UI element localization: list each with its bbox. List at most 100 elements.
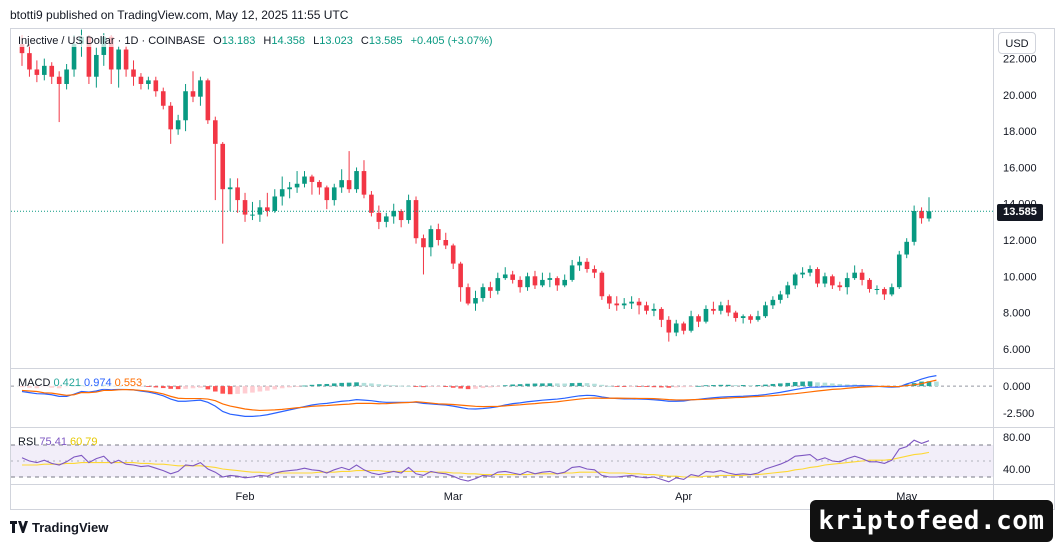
candle-body (569, 265, 575, 280)
candle-body (510, 274, 515, 280)
rsi-ma-line (22, 451, 930, 478)
candle-body (41, 65, 47, 75)
candle-body (279, 189, 285, 197)
candle-body (822, 276, 828, 284)
candle-body (94, 54, 99, 77)
macd-legend: MACD 0.421 0.974 0.553 (16, 377, 145, 389)
rsi-tick-label: 80.00 (1003, 432, 1031, 444)
macd-histogram-bar (830, 383, 835, 387)
macd-histogram-bar (718, 384, 724, 387)
macd-histogram-bar (815, 382, 820, 387)
macd-histogram-bar (294, 386, 300, 387)
candle-body (830, 276, 835, 286)
macd-histogram-bar (436, 386, 441, 387)
candle-body (458, 263, 463, 288)
candle-body (116, 49, 121, 70)
candle-body (540, 279, 545, 286)
candle-body (473, 298, 478, 304)
rsi-legend: RSI 75.41 60.79 (16, 436, 100, 448)
macd-histogram-bar (807, 381, 813, 387)
candle-body (220, 143, 226, 190)
macd-histogram-bar (302, 385, 307, 387)
candle-body (852, 272, 857, 279)
candle-body (614, 303, 620, 306)
tradingview-logo[interactable]: TradingView (10, 520, 108, 535)
macd-histogram-bar (198, 386, 203, 388)
chart-frame: 22.00020.00018.00016.00014.00012.00010.0… (10, 28, 1055, 510)
macd-histogram-bar (250, 386, 255, 393)
macd-histogram-bar (146, 386, 151, 387)
macd-histogram-bar (190, 386, 196, 389)
macd-histogram-bar (488, 386, 493, 388)
candle-body (369, 194, 374, 213)
candle-body (294, 183, 300, 188)
macd-histogram-bar (354, 382, 359, 387)
macd-histogram-bar (324, 383, 330, 387)
macd-tick-label: 0.000 (1003, 381, 1031, 393)
candle-body (659, 308, 664, 320)
macd-histogram-bar (242, 386, 248, 394)
macd-histogram-bar (153, 386, 159, 388)
candle-body (205, 80, 211, 121)
price-tick-label: 12.000 (1003, 235, 1037, 247)
macd-histogram-bar (376, 384, 382, 387)
candle-body (183, 91, 188, 121)
low-value: 13.023 (319, 35, 353, 47)
macd-histogram-bar (279, 386, 285, 389)
candle-body (666, 319, 672, 333)
close-value: 13.585 (368, 35, 403, 47)
macd-histogram-bar (227, 386, 233, 395)
candle-body (383, 216, 389, 222)
macd-histogram-bar (584, 383, 590, 387)
open-label: O (213, 35, 222, 47)
price-tick-label: 20.000 (1003, 90, 1037, 102)
macd-label: MACD (18, 377, 51, 389)
macd-histogram-bar (748, 385, 753, 387)
candle-body (889, 287, 895, 295)
candle-body (339, 180, 344, 188)
candle-body (287, 187, 292, 190)
macd-histogram-bar (844, 384, 850, 387)
macd-histogram-bar (235, 386, 240, 394)
macd-histogram-bar (547, 383, 553, 387)
candle-body (800, 272, 805, 275)
rsi-ma-value: 60.79 (70, 436, 98, 448)
candle-body (651, 308, 657, 311)
macd-signal-value: 0.553 (114, 377, 143, 389)
candle-body (688, 316, 694, 331)
chart-canvas[interactable]: 22.00020.00018.00016.00014.00012.00010.0… (11, 29, 1054, 509)
macd-line (21, 375, 937, 417)
candle-body (413, 200, 419, 239)
macd-histogram-bar (696, 385, 701, 387)
candle-body (465, 287, 471, 304)
candle-body (584, 261, 590, 270)
macd-signal-line (21, 379, 937, 412)
macd-histogram-bar (725, 384, 731, 387)
rsi-label: RSI (18, 436, 37, 448)
candle-body (629, 301, 634, 304)
candle-body (250, 214, 255, 216)
candle-body (346, 180, 352, 190)
candle-body (725, 305, 731, 313)
time-tick-label: Apr (675, 491, 692, 503)
candle-body (911, 210, 917, 242)
candle-body (27, 53, 32, 70)
candle-body (123, 49, 129, 70)
macd-histogram-bar (480, 386, 486, 389)
candle-body (398, 210, 404, 221)
macd-tick-label: -2.500 (1003, 408, 1034, 420)
candle-body (696, 316, 701, 322)
price-tick-label: 16.000 (1003, 162, 1037, 174)
macd-histogram-bar (168, 386, 173, 389)
macd-histogram-bar (517, 384, 523, 387)
candle-body (488, 287, 493, 291)
macd-histogram-bar (383, 384, 389, 387)
macd-histogram-bar (629, 386, 634, 387)
currency-button[interactable]: USD (998, 32, 1036, 54)
macd-histogram-bar (733, 385, 739, 387)
candle-body (502, 274, 508, 279)
candle-body (926, 211, 932, 219)
macd-histogram-bar (257, 386, 263, 392)
candle-body (421, 238, 426, 248)
macd-histogram-bar (577, 382, 582, 387)
